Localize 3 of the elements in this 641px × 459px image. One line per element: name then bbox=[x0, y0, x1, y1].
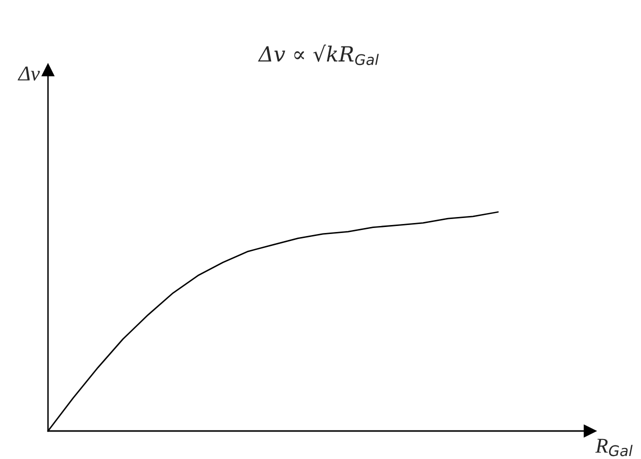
chart-title: Δv ∝ √kR$_{Gal}$ bbox=[258, 44, 379, 66]
x-axis-title: R$_{Gal}$ bbox=[595, 438, 633, 456]
text: Δv bbox=[18, 66, 40, 81]
